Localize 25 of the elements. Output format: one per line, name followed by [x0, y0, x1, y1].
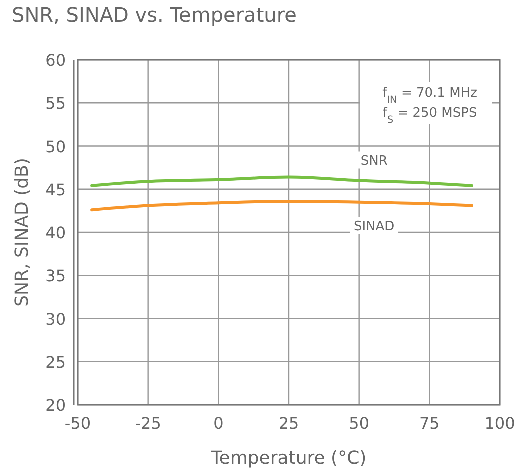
y-tick-label: 60: [46, 51, 66, 70]
x-tick-label: 100: [484, 414, 516, 433]
series-label: SNR: [360, 154, 388, 169]
annotation: f$_{S}$ = 250 MSPS: [382, 106, 478, 126]
y-tick-label: 30: [46, 310, 66, 329]
x-tick-label: 75: [419, 414, 440, 433]
x-axis-title: Temperature (°C): [210, 448, 367, 469]
series-label: SINAD: [354, 219, 395, 234]
chart-title: SNR, SINAD vs. Temperature: [12, 3, 297, 27]
annotation: f$_{IN}$ = 70.1 MHz: [382, 86, 478, 106]
y-tick-label: 35: [46, 266, 66, 286]
y-tick-label: 40: [46, 224, 66, 242]
x-tick-label: 0: [214, 414, 224, 433]
y-axis-title: SNR, SINAD (dB): [12, 158, 33, 307]
line-series: [90, 176, 474, 188]
x-tick-label: -50: [64, 414, 92, 433]
y-tick-label: 50: [46, 137, 66, 156]
x-tick-label: 25: [278, 414, 300, 433]
y-tick-label: 45: [46, 180, 66, 200]
x-tick-label: -25: [135, 414, 162, 433]
line-series: [90, 200, 474, 212]
y-tick-label: 25: [46, 352, 66, 372]
y-tick-label: 55: [46, 94, 66, 114]
y-tick-label: 20: [46, 396, 66, 415]
x-tick-label: 50: [349, 414, 370, 433]
